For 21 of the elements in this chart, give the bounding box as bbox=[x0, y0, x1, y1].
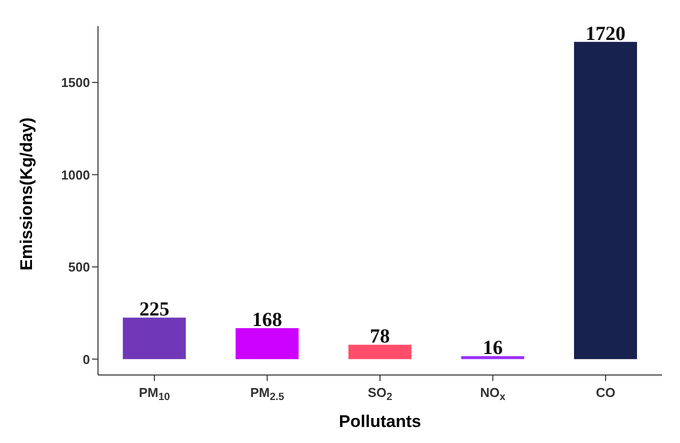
bar bbox=[574, 42, 638, 360]
data-label: 225 bbox=[139, 298, 170, 321]
x-tick-label: SO$_{2}$ bbox=[368, 385, 393, 403]
x-tick-label: PM$_{10}$ bbox=[138, 385, 170, 403]
bar bbox=[348, 344, 412, 360]
data-label: 16 bbox=[482, 337, 503, 360]
data-label: 78 bbox=[370, 326, 390, 348]
y-tick-label: 1000 bbox=[61, 167, 90, 182]
bar bbox=[461, 356, 524, 360]
y-tick-label: 0 bbox=[82, 352, 90, 367]
y-tick-label: 500 bbox=[68, 260, 90, 275]
data-label: 168 bbox=[252, 309, 282, 332]
bar bbox=[122, 318, 186, 360]
x-tick-label: NO$_{x}$ bbox=[480, 385, 506, 403]
y-tick-label: 1500 bbox=[61, 75, 90, 90]
x-axis-title: Pollutants bbox=[338, 412, 422, 431]
y-axis-title: Emissions(Kg/day) bbox=[17, 117, 36, 270]
x-tick-label: PM$_{2.5}$ bbox=[250, 385, 284, 403]
x-tick-label: CO bbox=[596, 385, 616, 400]
data-label: 1720 bbox=[586, 22, 626, 45]
bar bbox=[236, 328, 299, 360]
